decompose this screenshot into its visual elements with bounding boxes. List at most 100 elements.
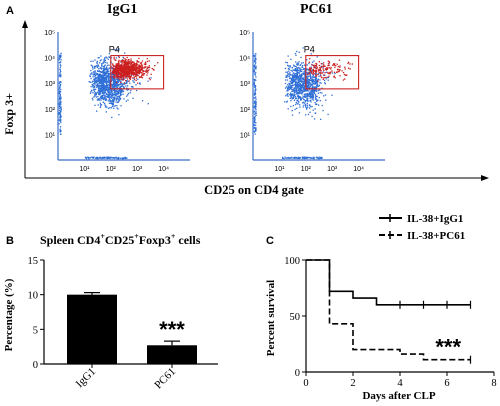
flow-dot-ungated bbox=[114, 82, 117, 84]
flow-dot-ungated bbox=[104, 87, 106, 90]
flow-dot-gated bbox=[130, 71, 132, 73]
flow-dot-ungated bbox=[287, 55, 289, 57]
flow-dot-ungated bbox=[108, 156, 110, 158]
flow-dot-ungated bbox=[294, 80, 296, 82]
flow-dot-ungated bbox=[118, 99, 121, 101]
flow-dot-gated bbox=[125, 69, 127, 71]
flow-dot-ungated bbox=[296, 50, 298, 53]
flow-dot-ungated bbox=[254, 64, 256, 66]
flow-dot-ungated bbox=[59, 116, 61, 118]
flow-dot-gated bbox=[115, 68, 117, 70]
flow-dot-gated bbox=[129, 66, 132, 68]
flow-dot-ungated bbox=[306, 86, 309, 88]
flow-dot-gated bbox=[126, 63, 129, 65]
flow-dot-ungated bbox=[100, 59, 102, 61]
survival-x-tick-label: 0 bbox=[303, 378, 308, 389]
flow-dot-ungated bbox=[312, 92, 314, 95]
flow-dot-ungated bbox=[303, 83, 305, 85]
flow-dot-ungated bbox=[292, 89, 295, 91]
flow-dot-gated bbox=[123, 73, 126, 75]
flow-dot-ungated bbox=[302, 62, 304, 64]
flow-dot-ungated bbox=[319, 89, 321, 91]
flow-dot-gated bbox=[130, 73, 133, 76]
flow-dot-ungated bbox=[292, 81, 294, 83]
flow-dot-ungated bbox=[122, 85, 124, 87]
flow-dot-ungated bbox=[286, 71, 289, 73]
flow-dot-ungated bbox=[99, 98, 101, 100]
flow-dot-gated bbox=[314, 70, 317, 72]
flow-dot-ungated bbox=[254, 124, 257, 126]
flow-dot-gated bbox=[133, 71, 136, 74]
flow-dot-ungated bbox=[302, 95, 304, 97]
flow-dot-ungated bbox=[58, 106, 61, 108]
flow-dot-ungated bbox=[292, 72, 294, 74]
flow-dot-gated bbox=[119, 66, 121, 68]
flow-dot-gated bbox=[113, 65, 115, 67]
flow-dot-ungated bbox=[255, 71, 257, 74]
flow-dot-ungated bbox=[311, 76, 313, 78]
flow-dot-ungated bbox=[299, 69, 301, 71]
flow-dot-ungated bbox=[322, 66, 324, 68]
flow-dot-ungated bbox=[106, 81, 108, 83]
flow-dot-gated bbox=[339, 75, 341, 77]
flow-dot-ungated bbox=[59, 71, 61, 73]
flow-dot-ungated bbox=[312, 97, 315, 99]
flow-dot-gated bbox=[310, 71, 313, 73]
flow-dot-ungated bbox=[319, 79, 321, 81]
flow-dot-ungated bbox=[100, 78, 102, 81]
flow-dot-ungated bbox=[286, 84, 289, 86]
flow-dot-ungated bbox=[316, 80, 318, 82]
flow-dot-gated bbox=[121, 62, 124, 64]
flow-dot-ungated bbox=[99, 93, 101, 96]
flow-dot-gated bbox=[146, 60, 149, 63]
flow-dot-ungated bbox=[300, 84, 302, 86]
flow-dot-ungated bbox=[58, 90, 61, 92]
flow-dot-ungated bbox=[111, 94, 113, 97]
flow-dot-ungated bbox=[60, 106, 62, 109]
flow-dot-ungated bbox=[114, 81, 117, 83]
flow-dot-ungated bbox=[126, 87, 128, 89]
flow-dot-ungated bbox=[309, 157, 311, 159]
flow-dot-gated bbox=[329, 73, 331, 75]
flow-dot-ungated bbox=[111, 79, 113, 81]
flow-dot-gated bbox=[118, 66, 120, 68]
flow-dot-ungated bbox=[104, 69, 106, 71]
flow-dot-ungated bbox=[311, 89, 313, 91]
flow-dot-ungated bbox=[102, 156, 104, 159]
flow-dot-ungated bbox=[111, 100, 113, 102]
flow-dot-ungated bbox=[308, 78, 311, 81]
flow-dot-gated bbox=[131, 72, 133, 74]
flow-dot-ungated bbox=[297, 95, 299, 97]
flow-dot-ungated bbox=[59, 69, 61, 71]
flow-dot-ungated bbox=[295, 84, 298, 86]
flow-dot-ungated bbox=[305, 107, 308, 109]
flow-dot-gated bbox=[152, 68, 155, 71]
flow-dot-ungated bbox=[91, 65, 93, 67]
flow-dot-ungated bbox=[105, 105, 107, 107]
flow-dot-ungated bbox=[98, 75, 100, 77]
flow-dot-ungated bbox=[254, 87, 256, 89]
flow-dot-ungated bbox=[117, 92, 119, 94]
flow-dot-gated bbox=[124, 61, 126, 63]
flow-dot-ungated bbox=[59, 81, 61, 83]
flow-dot-ungated bbox=[317, 78, 319, 81]
flow-dot-gated bbox=[122, 75, 124, 77]
flow-dot-ungated bbox=[98, 87, 100, 90]
flow-dot-gated bbox=[321, 72, 324, 74]
flow-dot-ungated bbox=[302, 86, 304, 88]
flow-dot-ungated bbox=[295, 93, 298, 95]
flow-dot-ungated bbox=[97, 92, 99, 94]
flow-dot-ungated bbox=[305, 157, 307, 160]
flow-dot-gated bbox=[330, 71, 332, 73]
flow-dot-ungated bbox=[105, 93, 108, 95]
flow-dot-ungated bbox=[90, 89, 93, 91]
flow-dot-ungated bbox=[306, 75, 309, 77]
flow-dot-ungated bbox=[313, 82, 315, 85]
flow-dot-ungated bbox=[99, 85, 101, 87]
flow-dot-ungated bbox=[296, 90, 299, 92]
flow-dot-ungated bbox=[60, 101, 62, 103]
flow-dot-ungated bbox=[294, 95, 297, 98]
flow-dot-ungated bbox=[106, 84, 109, 86]
flow-dot-gated bbox=[127, 68, 130, 70]
flow-dot-gated bbox=[128, 69, 130, 71]
